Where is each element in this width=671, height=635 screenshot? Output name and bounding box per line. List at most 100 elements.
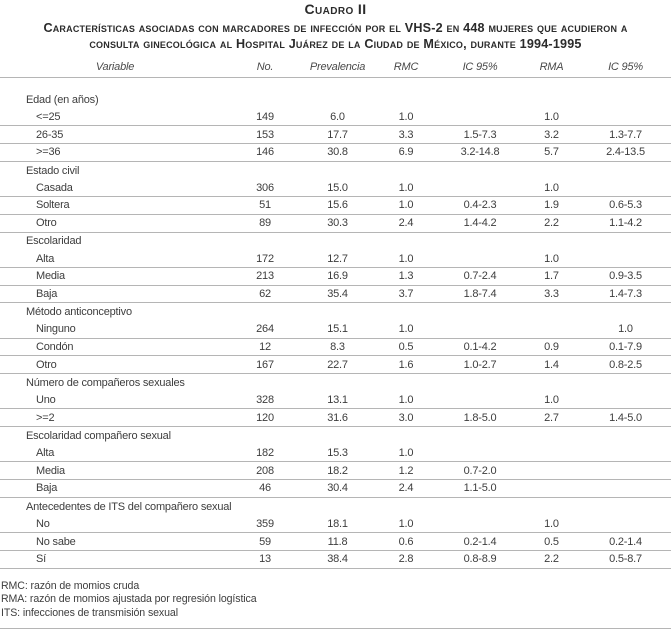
table-subtitle-line-2: consulta ginecológica al Hospital Juárez… bbox=[89, 37, 582, 51]
cell-ic_rmc: 1.1-5.0 bbox=[463, 482, 497, 495]
cell-variable: Condón bbox=[36, 340, 74, 353]
table-row: Otro 167 22.7 1.6 1.0-2.7 1.4 0.8-2.5 bbox=[0, 356, 671, 374]
cell-ic_rmc: 0.1-4.2 bbox=[463, 340, 497, 353]
column-header-6: IC 95% bbox=[608, 60, 643, 73]
cell-no: 146 bbox=[256, 146, 274, 159]
cell-rmc: 1.0 bbox=[398, 447, 414, 460]
cell-ic_rmc: 0.7-2.4 bbox=[463, 270, 497, 283]
cell-no: 208 bbox=[256, 464, 274, 477]
cell-ic_rmc: 0.4-2.3 bbox=[463, 199, 497, 212]
cell-rma: 1.0 bbox=[544, 517, 559, 530]
cell-no: 328 bbox=[256, 394, 274, 407]
cell-prevalencia: 15.3 bbox=[327, 447, 348, 460]
cell-ic_rmc: 3.2-14.8 bbox=[460, 146, 500, 159]
cell-no: 46 bbox=[259, 482, 271, 495]
cell-prevalencia: 6.0 bbox=[330, 111, 345, 124]
cell-rmc: 1.0 bbox=[398, 323, 414, 336]
table-body: Edad (en años) <=25 149 6.0 1.0 1.0 26-35 153 17… bbox=[0, 91, 671, 569]
cell-rmc: 1.2 bbox=[398, 464, 414, 477]
cell-ic_rmc: 1.5-7.3 bbox=[463, 128, 497, 141]
cell-prevalencia: 18.1 bbox=[327, 517, 348, 530]
cell-rmc: 1.6 bbox=[398, 358, 414, 371]
table-row: Soltera 51 15.6 1.0 0.4-2.3 1.9 0.6-5.3 bbox=[0, 197, 671, 215]
table-row: Alta 182 15.3 1.0 bbox=[0, 445, 671, 463]
cell-ic_rma: 0.9-3.5 bbox=[609, 270, 642, 283]
cell-ic_rmc: 1.8-5.0 bbox=[463, 411, 497, 424]
table-row: No 359 18.1 1.0 1.0 bbox=[0, 516, 671, 534]
cell-no: 264 bbox=[256, 323, 274, 336]
group-label-row: Método anticonceptivo bbox=[0, 303, 671, 321]
cell-variable: Baja bbox=[36, 287, 58, 300]
cell-rma: 1.9 bbox=[544, 199, 559, 212]
cell-rmc: 0.6 bbox=[398, 535, 414, 548]
cell-rma: 1.0 bbox=[544, 252, 559, 265]
cell-ic_rma: 0.1-7.9 bbox=[609, 340, 642, 353]
table-row: Baja 62 35.4 3.7 1.8-7.4 3.3 1.4-7.3 bbox=[0, 286, 671, 304]
cell-variable: >=2 bbox=[36, 411, 55, 424]
cell-ic_rmc: 1.0-2.7 bbox=[463, 358, 497, 371]
cell-rmc: 0.5 bbox=[398, 340, 414, 353]
cell-prevalencia: 16.9 bbox=[327, 270, 348, 283]
cell-ic_rma: 0.6-5.3 bbox=[609, 199, 642, 212]
cell-variable: Sí bbox=[36, 553, 46, 566]
cell-ic_rma: 1.4-7.3 bbox=[609, 287, 642, 300]
cell-rmc: 2.8 bbox=[398, 553, 414, 566]
cell-variable: Uno bbox=[36, 394, 56, 407]
cell-prevalencia: 11.8 bbox=[327, 535, 348, 548]
cell-rma: 1.4 bbox=[544, 358, 559, 371]
cell-rma: 2.2 bbox=[544, 217, 559, 230]
cell-rmc: 2.4 bbox=[398, 217, 414, 230]
cell-variable: Otro bbox=[36, 217, 57, 230]
cell-ic_rma: 0.5-8.7 bbox=[609, 553, 642, 566]
column-header-0: Variable bbox=[95, 60, 135, 73]
table-row: >=36 146 30.8 6.9 3.2-14.8 5.7 2.4-13.5 bbox=[0, 144, 671, 162]
cell-ic_rmc: 0.7-2.0 bbox=[463, 464, 497, 477]
cell-no: 182 bbox=[256, 447, 274, 460]
cell-prevalencia: 31.6 bbox=[327, 411, 348, 424]
table-row: Media 208 18.2 1.2 0.7-2.0 bbox=[0, 462, 671, 481]
group-label-row: Escolaridad bbox=[0, 233, 671, 251]
group-label-row: Número de compañeros sexuales bbox=[0, 374, 671, 392]
cell-prevalencia: 30.4 bbox=[327, 482, 348, 495]
cell-rmc: 6.9 bbox=[398, 146, 414, 159]
cell-ic_rma: 0.8-2.5 bbox=[609, 358, 642, 371]
group-label: Estado civil bbox=[26, 164, 80, 177]
cell-rma: 1.0 bbox=[544, 111, 559, 124]
cell-rmc: 1.0 bbox=[398, 199, 414, 212]
cell-ic_rmc: 1.4-4.2 bbox=[463, 217, 497, 230]
cell-ic_rma: 1.0 bbox=[618, 323, 633, 336]
column-header-2: Prevalencia bbox=[309, 60, 366, 73]
cell-variable: Alta bbox=[36, 447, 55, 460]
table-row: <=25 149 6.0 1.0 1.0 bbox=[0, 109, 671, 127]
cell-ic_rmc: 0.2-1.4 bbox=[463, 535, 497, 548]
cell-ic_rma: 1.4-5.0 bbox=[609, 411, 642, 424]
cell-rmc: 3.3 bbox=[398, 128, 414, 141]
footnote-line: RMA: razón de momios ajustada por regres… bbox=[1, 593, 257, 606]
cell-rma: 0.9 bbox=[544, 340, 559, 353]
cell-no: 89 bbox=[259, 217, 271, 230]
cell-rma: 2.7 bbox=[544, 411, 559, 424]
cell-variable: 26-35 bbox=[36, 128, 64, 141]
cell-rmc: 2.4 bbox=[398, 482, 414, 495]
cell-variable: Ninguno bbox=[36, 323, 76, 336]
cell-rma: 1.0 bbox=[544, 394, 559, 407]
cell-variable: Otro bbox=[36, 358, 57, 371]
cell-variable: Alta bbox=[36, 252, 55, 265]
table-subtitle: Características asociadas con marcadores… bbox=[0, 20, 671, 52]
table-row: Uno 328 13.1 1.0 1.0 bbox=[0, 392, 671, 410]
cell-rmc: 1.0 bbox=[398, 394, 414, 407]
group-label-row: Estado civil bbox=[0, 162, 671, 180]
cell-prevalencia: 17.7 bbox=[327, 128, 348, 141]
cell-rmc: 1.0 bbox=[398, 111, 414, 124]
table-row: 26-35 153 17.7 3.3 1.5-7.3 3.2 1.3-7.7 bbox=[0, 126, 671, 145]
cell-rmc: 1.3 bbox=[398, 270, 414, 283]
cell-no: 62 bbox=[259, 287, 271, 300]
data-table: Variable No. Prevalencia RMC IC 95% RMA IC 95%… bbox=[0, 56, 671, 569]
cell-ic_rmc: 1.8-7.4 bbox=[463, 287, 497, 300]
cell-no: 359 bbox=[256, 517, 274, 530]
group-label: Método anticonceptivo bbox=[26, 306, 132, 319]
table-row: Ninguno 264 15.1 1.0 1.0 bbox=[0, 321, 671, 339]
table-row: No sabe 59 11.8 0.6 0.2-1.4 0.5 0.2-1.4 bbox=[0, 533, 671, 551]
group-label: Escolaridad bbox=[26, 235, 82, 248]
